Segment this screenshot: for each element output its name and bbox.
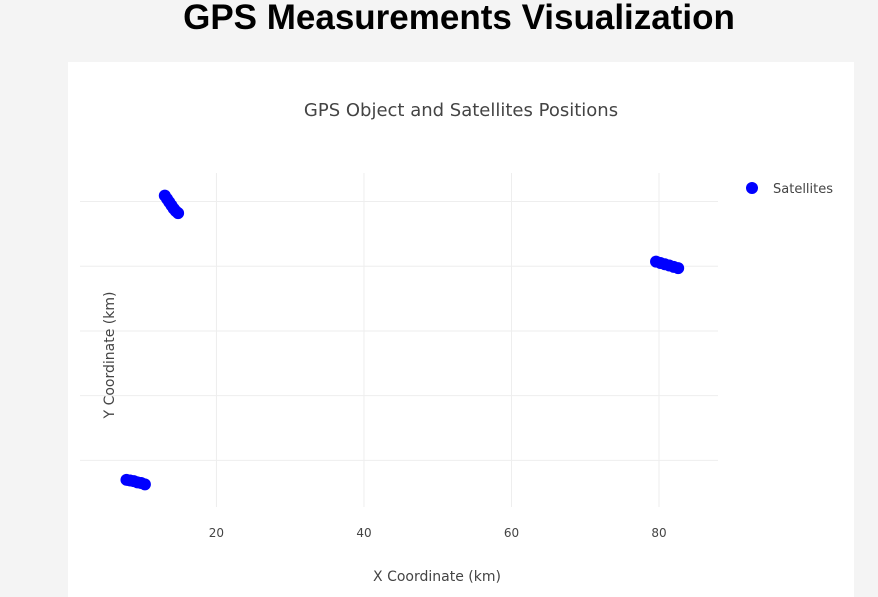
x-tick-labels: 20 40 60 80	[209, 526, 667, 540]
grid-lines	[80, 173, 718, 507]
x-tick-label: 80	[651, 526, 666, 540]
page-title: GPS Measurements Visualization	[183, 0, 735, 37]
legend[interactable]: Satellites	[746, 182, 833, 197]
chart-title: GPS Object and Satellites Positions	[304, 100, 618, 121]
scatter-chart[interactable]: GPS Object and Satellites Positions 20 40…	[68, 62, 854, 597]
x-tick-label: 60	[504, 526, 519, 540]
y-axis-label: Y Coordinate (km)	[102, 292, 118, 420]
x-tick-label: 40	[356, 526, 371, 540]
satellite-point[interactable]	[172, 207, 185, 220]
data-points[interactable]	[120, 189, 685, 491]
chart-card: GPS Object and Satellites Positions 20 40…	[68, 62, 854, 597]
x-tick-label: 20	[209, 526, 224, 540]
legend-marker-satellites[interactable]	[746, 182, 758, 194]
satellite-point[interactable]	[672, 262, 685, 275]
legend-label-satellites[interactable]: Satellites	[773, 182, 833, 197]
satellite-point[interactable]	[138, 478, 151, 491]
x-axis-label: X Coordinate (km)	[373, 569, 501, 585]
